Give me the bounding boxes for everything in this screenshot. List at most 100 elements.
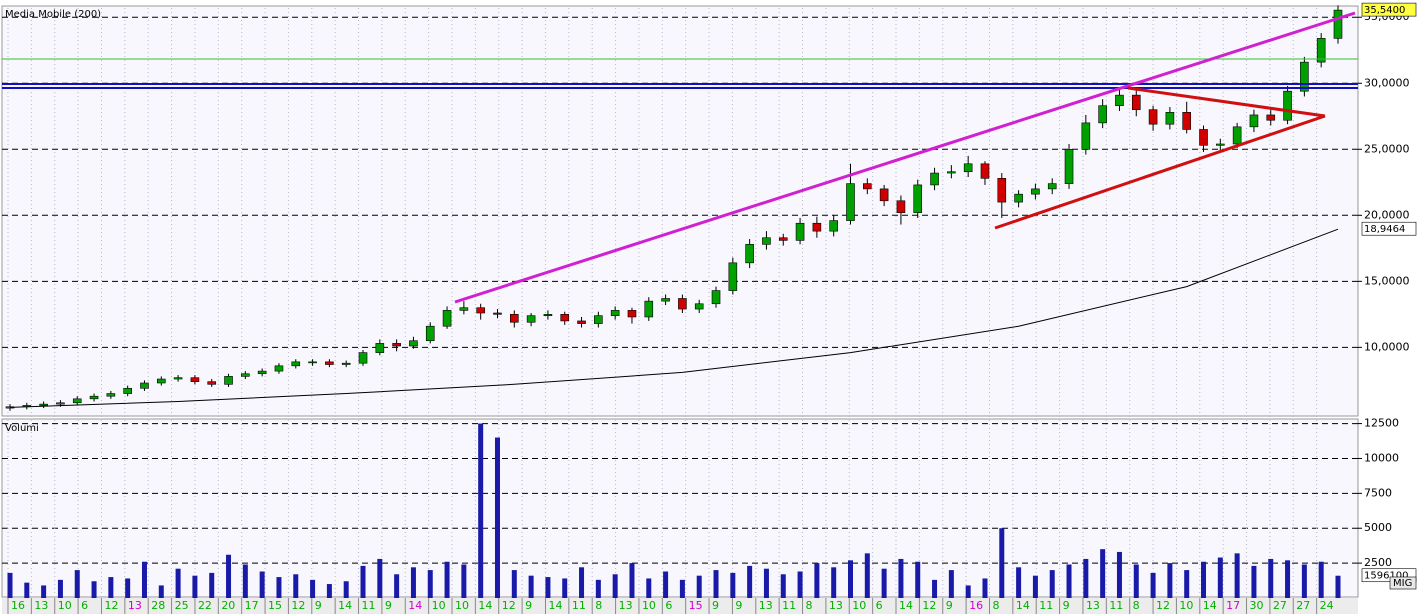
candle-body <box>1165 112 1175 125</box>
candle-body <box>1064 148 1074 184</box>
candle-body <box>190 377 200 382</box>
x-tick-label: 14 <box>1016 599 1030 612</box>
candle-body <box>778 237 788 241</box>
candle-body <box>392 343 401 347</box>
x-tick-label: 9 <box>735 599 742 612</box>
volume-bar <box>478 423 484 598</box>
x-tick-label: 10 <box>1179 599 1193 612</box>
candle-body <box>728 262 738 291</box>
candle-body <box>308 361 317 364</box>
volume-bar <box>226 554 232 598</box>
x-tick-label: 12 <box>291 599 305 612</box>
candle-body <box>711 290 721 305</box>
candle-body <box>1098 105 1107 124</box>
volume-bar <box>612 574 618 598</box>
volume-bar <box>1318 561 1324 598</box>
candle-body <box>980 163 990 179</box>
candle-body <box>123 387 132 394</box>
x-tick-label: 14 <box>478 599 492 612</box>
candle-body <box>644 300 654 318</box>
candle-body <box>1031 188 1040 195</box>
candle-body <box>409 340 418 347</box>
volume-bar <box>192 575 198 598</box>
x-tick-label: 8 <box>1133 599 1140 612</box>
candle-body <box>1047 183 1057 190</box>
volume-bar <box>948 570 954 598</box>
marks <box>5 5 1343 598</box>
volume-bar <box>1285 560 1291 598</box>
x-tick-label: 14 <box>548 599 562 612</box>
volume-bar <box>1100 549 1106 598</box>
candle-body <box>863 183 872 190</box>
x-tick-label: 25 <box>175 599 189 612</box>
volume-bar <box>780 574 786 598</box>
x-tick-label: 28 <box>151 599 165 612</box>
x-tick-label: 6 <box>876 599 883 612</box>
volume-bar <box>1251 565 1257 598</box>
y-tick-label: 20,0000 <box>1364 208 1410 221</box>
x-tick-label: 10 <box>58 599 72 612</box>
volume-bar <box>797 571 803 598</box>
candle-body <box>846 183 855 221</box>
volume-bar <box>461 564 467 598</box>
candle-body <box>459 307 469 311</box>
last-price-label: 35,5400 <box>1364 5 1405 16</box>
x-tick-label: 14 <box>408 599 422 612</box>
triangle-line <box>994 114 1326 230</box>
x-tick-label: 9 <box>1063 599 1070 612</box>
y-tick-label: 5000 <box>1364 521 1392 534</box>
last-volume-label: 1596100 <box>1364 571 1409 582</box>
volume-bar <box>1268 558 1274 598</box>
candle-body <box>1081 122 1091 150</box>
candle-body <box>325 361 334 365</box>
candle-body <box>89 395 99 400</box>
y-tick-label: 15,0000 <box>1364 274 1410 287</box>
x-tick-label: 8 <box>595 599 602 612</box>
candle-body <box>1300 61 1309 92</box>
candle-body <box>207 381 217 385</box>
candle-body <box>1266 114 1276 121</box>
candle-body <box>140 382 149 389</box>
candle-body <box>627 310 637 318</box>
triangle-line <box>1127 86 1326 118</box>
x-tick-label: 17 <box>245 599 259 612</box>
volume-bar <box>41 585 47 598</box>
candle-body <box>375 343 385 353</box>
x-tick-label: 15 <box>268 599 282 612</box>
volume-bar <box>646 578 652 598</box>
volume-bar <box>394 574 400 598</box>
x-tick-label: 22 <box>198 599 212 612</box>
ma-label-box <box>1361 221 1417 236</box>
x-tick-label: 17 <box>1226 599 1240 612</box>
volume-bar <box>629 563 635 598</box>
volume-bar <box>932 579 938 598</box>
volume-bar <box>1133 564 1139 598</box>
candle-body <box>1249 114 1259 128</box>
candle-body <box>543 314 553 316</box>
volume-bar <box>595 579 601 598</box>
x-tick-label: 12 <box>104 599 118 612</box>
volume-bar <box>276 577 282 598</box>
period-label: MIG <box>1393 578 1412 589</box>
candle-body <box>896 200 906 213</box>
candle-body <box>442 310 452 327</box>
candle-body <box>56 402 65 405</box>
x-tick-label: 27 <box>1273 599 1287 612</box>
volume-bar <box>108 577 114 598</box>
volume-bar <box>881 568 887 598</box>
y-tick-label: 2500 <box>1364 556 1392 569</box>
period-box <box>1389 576 1417 590</box>
x-tick-label: 13 <box>829 599 843 612</box>
volume-bar <box>410 567 416 598</box>
moving-average <box>9 228 1339 408</box>
x-tick-label: 20 <box>221 599 235 612</box>
x-tick-label: 10 <box>852 599 866 612</box>
volume-bar <box>915 561 921 598</box>
x-tick-label: 16 <box>969 599 983 612</box>
volume-bar <box>1167 563 1173 598</box>
x-tick-label: 30 <box>1250 599 1264 612</box>
volume-bar <box>1083 558 1089 598</box>
candle-body <box>274 365 284 372</box>
volume-bar <box>1184 570 1190 598</box>
volume-bar <box>831 567 837 598</box>
